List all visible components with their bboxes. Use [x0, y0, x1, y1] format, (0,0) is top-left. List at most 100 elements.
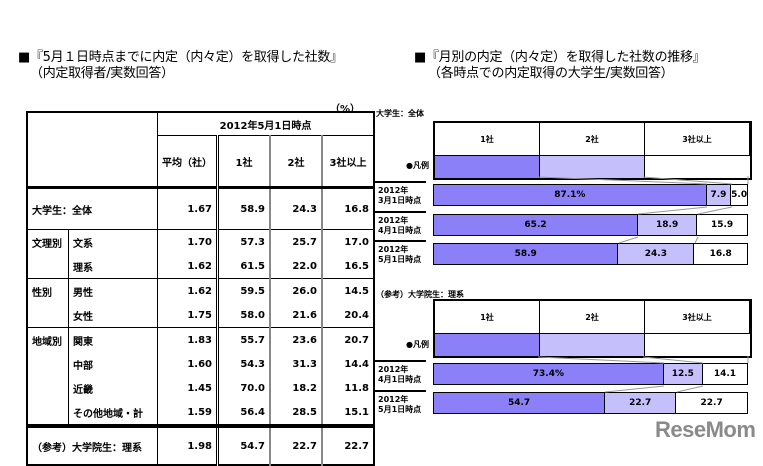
cell: 58.0 [217, 303, 271, 328]
cell: 16.5 [322, 254, 374, 279]
chart1-row-label: 2012年 4月1日時点 [373, 211, 426, 240]
legend-swatch-2 [540, 334, 645, 356]
cell: 70.0 [217, 376, 271, 400]
cell: 31.3 [270, 352, 323, 376]
right-subtitle: （各時点での内定取得の大学生/実数回答） [428, 66, 674, 81]
chart1-row-label: 2012年 5月1日時点 [373, 240, 426, 271]
cell: 54.7 [217, 426, 271, 465]
resemom-logo: ReseMom [655, 417, 756, 442]
unit-label: （%） [330, 104, 361, 115]
legend-swatch-1 [435, 156, 540, 178]
chart1-connector-lines [537, 176, 749, 244]
row-label-date: 4月1日時点 [378, 226, 422, 235]
cell: 22.0 [270, 254, 323, 279]
cell: 1.45 [157, 376, 219, 400]
cell: 58.9 [217, 187, 271, 230]
col-header-1: 1社 [217, 135, 271, 189]
cell: 22.7 [270, 426, 323, 465]
cell: 18.2 [270, 376, 323, 400]
row-label-date: 4月1日時点 [378, 375, 422, 384]
results-table: 2012年5月1日時点 平均（社） 1社 2社 3社以上 大学生：全体 1.67… [26, 111, 375, 466]
cell: 61.5 [217, 254, 271, 279]
row-label-date: 3月1日時点 [378, 196, 422, 205]
table-row: その他地域・計 1.59 56.4 28.5 15.1 [27, 400, 374, 428]
cell: 16.8 [322, 187, 374, 230]
chart2-legend: 1社 2社 3社以上 [433, 299, 752, 358]
chart1-title: 大学生：全体 [376, 109, 424, 118]
bar-segment-1: 54.7 [434, 393, 606, 413]
group-label [27, 303, 69, 328]
cell: 1.70 [157, 229, 219, 254]
group-label [27, 400, 69, 428]
bar-segment-2: 12.5 [663, 364, 703, 384]
cell: 56.4 [217, 400, 271, 428]
table-row: 地域別 関東 1.83 55.7 23.6 20.7 [27, 327, 374, 352]
legend-swatch-2 [540, 156, 645, 178]
sub-label: 男性 [73, 287, 93, 299]
chart2-row-label: 2012年 5月1日時点 [373, 390, 426, 420]
group-label [27, 352, 69, 376]
bar-segment-1: 65.2 [434, 215, 639, 235]
table-row: 中部 1.60 54.3 31.3 14.4 [27, 352, 374, 376]
chart1-bar-row: 58.9 24.3 16.8 [433, 243, 748, 265]
cell: 1.59 [157, 400, 219, 428]
cell: 1.60 [157, 352, 219, 376]
table-row: 近畿 1.45 70.0 18.2 11.8 [27, 376, 374, 400]
sub-label: 理系 [68, 254, 158, 279]
cell: 15.1 [322, 400, 374, 428]
bar-segment-2: 7.9 [706, 185, 732, 205]
cell: 26.0 [270, 278, 323, 303]
group-label: 地域別 [27, 327, 69, 352]
cell: 20.7 [344, 334, 369, 346]
cell: 1.67 [157, 187, 219, 230]
table-row: 性別 男性 1.62 59.5 26.0 14.5 [27, 278, 374, 303]
chart1-bar-row: 87.1% 7.9 5.0 [433, 184, 748, 206]
bar-segment-3plus: 5.0 [731, 185, 747, 205]
legend-swatch-1 [435, 334, 540, 356]
bar-segment-1: 58.9 [434, 244, 619, 264]
sub-label: 関東 [73, 336, 93, 348]
cell: 1.75 [157, 303, 219, 328]
cell: 1.62 [157, 254, 219, 279]
legend-header-3plus: 3社以上 [645, 301, 750, 334]
cell: 20.4 [322, 303, 374, 328]
cell: 24.3 [270, 187, 323, 230]
chart1-bar-row: 65.2 18.9 15.9 [433, 214, 748, 236]
legend-swatch-3plus [645, 334, 750, 356]
cell: 14.4 [344, 358, 369, 370]
row-label-year: 2012年 [378, 245, 409, 254]
table-row: 大学生：全体 1.67 58.9 24.3 16.8 [27, 187, 374, 230]
col-header-average: 平均（社） [157, 135, 219, 189]
row-label-year: 2012年 [378, 395, 409, 404]
row-label-year: 2012年 [378, 216, 409, 225]
col-header-3plus: 3社以上 [322, 135, 374, 189]
group-label [27, 254, 69, 279]
sub-label: 女性 [68, 303, 158, 328]
cell: 1.83 [157, 327, 219, 352]
chart2-row-label: 2012年 4月1日時点 [373, 360, 426, 390]
bar-segment-3plus: 16.8 [694, 244, 747, 264]
row-label: （参考）大学院生：理系 [32, 442, 142, 454]
bar-segment-1: 87.1% [434, 185, 707, 205]
cell: 57.3 [217, 229, 271, 254]
cell: 54.3 [217, 352, 271, 376]
cell: 28.5 [270, 400, 323, 428]
bar-segment-3plus: 22.7 [676, 393, 747, 413]
period-header: 2012年5月1日時点 [157, 112, 374, 136]
right-title: ■『月別の内定（内々定）を取得した社数の推移』 [414, 50, 706, 65]
chart2-bar-row: 73.4% 12.5 14.1 [433, 363, 748, 385]
cell: 17.0 [344, 236, 369, 248]
cell: 22.7 [344, 440, 369, 452]
table-row: 女性 1.75 58.0 21.6 20.4 [27, 303, 374, 328]
legend-header-2: 2社 [540, 123, 645, 156]
sub-label: 近畿 [73, 384, 93, 396]
legend-header-3plus: 3社以上 [645, 123, 750, 156]
cell: 23.6 [270, 327, 323, 352]
table-corner [27, 112, 158, 189]
chart2-connector-lines [537, 356, 749, 393]
bar-segment-3plus: 15.9 [697, 215, 747, 235]
cell: 14.5 [344, 285, 369, 297]
chart1-legend: 1社 2社 3社以上 [433, 121, 752, 180]
table-row: （参考）大学院生：理系 1.98 54.7 22.7 22.7 [27, 426, 374, 465]
col-header-2: 2社 [270, 135, 323, 189]
